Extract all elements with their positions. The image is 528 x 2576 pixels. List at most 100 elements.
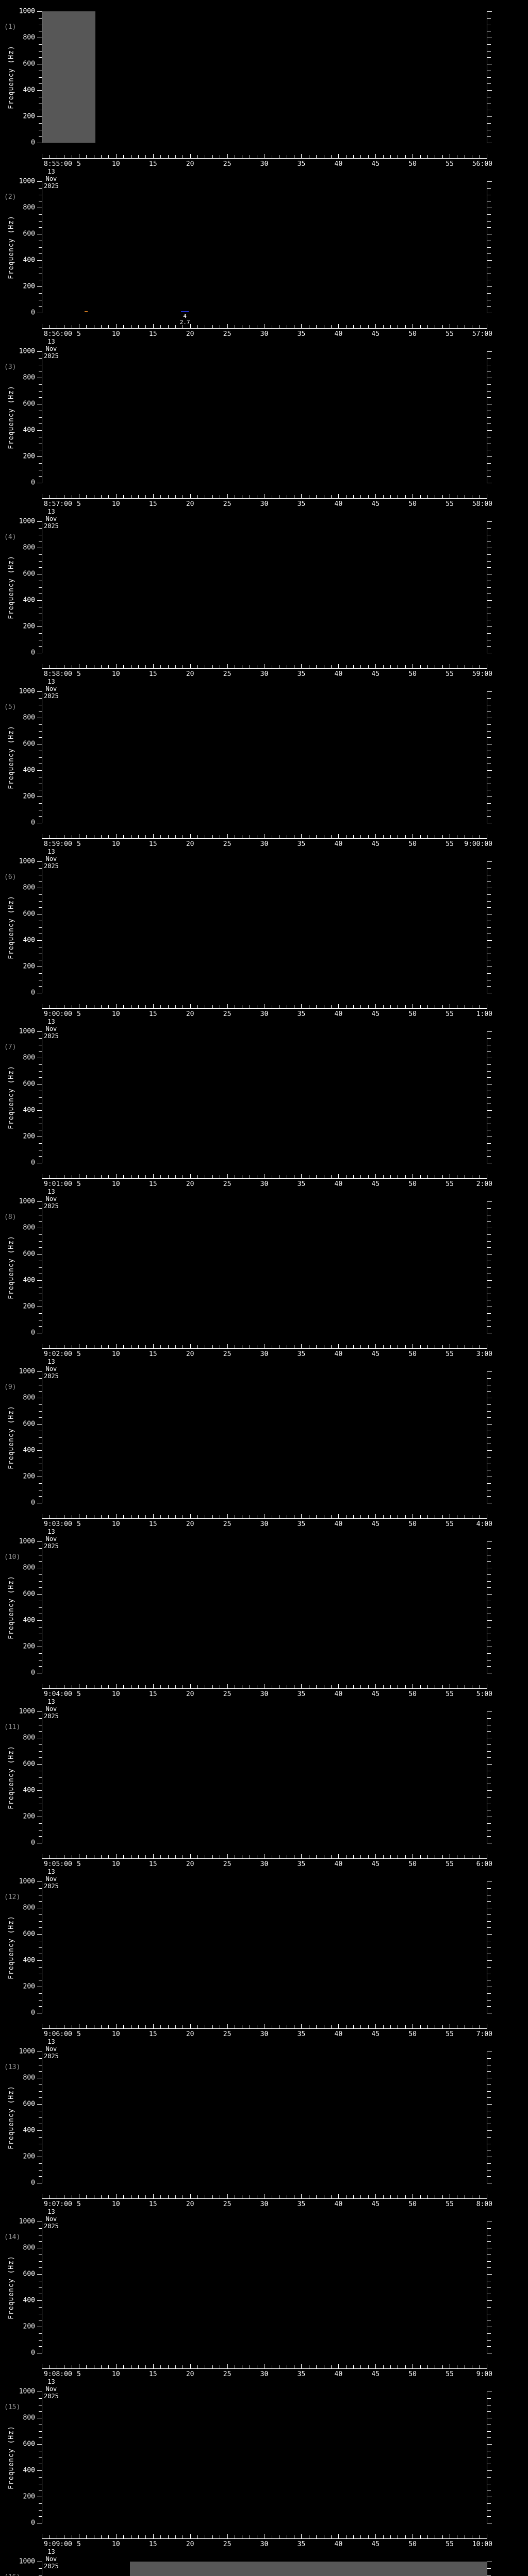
y-tick-major	[487, 430, 492, 431]
x-tick-label: 35	[297, 840, 306, 848]
date-line: Nov	[45, 1875, 57, 1883]
x-tick-minor	[331, 2025, 332, 2028]
x-tick-minor	[49, 2025, 50, 2028]
x-tick-minor	[316, 1515, 317, 1518]
x-tick-major	[153, 2194, 154, 2198]
y-tick-minor	[487, 476, 491, 477]
x-tick-label: 50	[408, 1180, 417, 1188]
x-tick-label: 20	[186, 330, 194, 338]
x-tick-minor	[331, 495, 332, 498]
x-tick-minor	[420, 1855, 421, 1858]
y-tick-minor	[39, 247, 42, 248]
x-tick-minor	[420, 665, 421, 668]
y-tick-label: 600	[23, 400, 35, 408]
y-tick-minor	[487, 1496, 491, 1497]
y-axis-title: Frequency (Hz)	[7, 1745, 15, 1809]
x-tick-label: 10	[112, 500, 120, 508]
x-tick-major	[116, 1344, 117, 1348]
y-tick-minor	[39, 2333, 42, 2334]
y-tick-minor	[39, 554, 42, 555]
x-tick-major	[227, 2534, 228, 2538]
y-tick-major	[487, 626, 492, 627]
x-tick-minor	[353, 2365, 354, 2368]
panel-8: 0 200 400 600 800 1000 Frequency (Hz) (8) 9:02:0…	[0, 1190, 528, 1380]
y-tick-major	[37, 1790, 42, 1791]
panel-number: (14)	[4, 2233, 21, 2241]
y-tick-minor	[487, 1751, 491, 1752]
x-tick-major	[338, 664, 339, 668]
x-tick-minor	[316, 1685, 317, 1688]
y-tick-minor	[39, 633, 42, 634]
x-tick-minor	[353, 325, 354, 328]
y-tick-minor	[487, 2477, 491, 2478]
x-tick-label: 20	[186, 2030, 194, 2038]
x-tick-minor	[383, 2365, 384, 2368]
y-tick-minor	[39, 1313, 42, 1314]
x-axis-end-label: 4:00	[476, 1520, 492, 1528]
date-line: Nov	[45, 855, 57, 862]
x-tick-major	[375, 2534, 376, 2538]
y-tick-label: 800	[23, 2074, 35, 2082]
x-tick-label: 20	[186, 500, 194, 508]
x-tick-minor	[145, 1005, 146, 1008]
y-tick-label: 200	[23, 962, 35, 971]
x-axis-line	[42, 1008, 487, 1009]
x-tick-minor	[368, 155, 369, 158]
x-tick-minor	[108, 835, 109, 838]
y-tick-minor	[487, 2241, 491, 2242]
x-tick-minor	[86, 325, 87, 328]
x-tick-minor	[368, 1345, 369, 1348]
date-line: 2025	[44, 692, 59, 700]
x-tick-minor	[138, 665, 139, 668]
y-tick-minor	[39, 2006, 42, 2007]
x-tick-minor	[331, 325, 332, 328]
y-tick-minor	[487, 1241, 491, 1242]
x-tick-label: 50	[408, 1690, 417, 1698]
y-tick-minor	[487, 2170, 491, 2171]
x-tick-minor	[108, 665, 109, 668]
x-tick-label: 15	[148, 1180, 157, 1188]
x-tick-major	[375, 324, 376, 328]
x-tick-minor	[427, 1175, 428, 1178]
y-tick-minor	[39, 1038, 42, 1039]
y-tick-major	[37, 626, 42, 627]
x-tick-minor	[168, 835, 169, 838]
x-tick-minor	[145, 325, 146, 328]
x-tick-minor	[442, 1005, 443, 1008]
x-axis-start-label: 9:00:00	[44, 1010, 72, 1018]
x-tick-minor	[212, 2365, 213, 2368]
y-tick-minor	[39, 731, 42, 732]
x-axis-date-stack: 13 Nov 2025	[44, 1698, 59, 1720]
date-line: 13	[47, 168, 55, 175]
x-axis-start-label: 9:04:00	[44, 1690, 72, 1698]
x-tick-minor	[368, 2365, 369, 2368]
x-tick-major	[412, 2364, 414, 2368]
x-tick-minor	[390, 2195, 391, 2198]
y-tick-label: 0	[31, 139, 35, 147]
x-tick-major	[116, 1174, 117, 1178]
y-tick-minor	[487, 587, 491, 588]
x-tick-major	[338, 2534, 339, 2538]
y-tick-label: 0	[31, 1159, 35, 1167]
y-tick-major	[37, 2104, 42, 2105]
y-tick-minor	[39, 2510, 42, 2511]
x-tick-label: 35	[297, 1180, 306, 1188]
x-axis-start-label: 8:59:00	[44, 840, 72, 848]
x-tick-minor	[405, 1005, 406, 1008]
x-tick-minor	[123, 2195, 124, 2198]
x-tick-label: 30	[260, 1180, 269, 1188]
x-tick-minor	[427, 2025, 428, 2028]
y-tick-major	[487, 116, 492, 117]
x-tick-label: 50	[408, 840, 417, 848]
x-tick-minor	[405, 835, 406, 838]
x-tick-minor	[331, 1175, 332, 1178]
y-tick-minor	[487, 2058, 491, 2059]
x-axis-line	[42, 1858, 487, 1859]
y-tick-minor	[39, 1666, 42, 1667]
date-line: Nov	[45, 685, 57, 692]
y-tick-label: 1000	[19, 857, 35, 866]
x-tick-minor	[145, 1685, 146, 1688]
y-tick-minor	[487, 397, 491, 398]
y-tick-minor	[39, 2241, 42, 2242]
x-tick-major	[301, 154, 302, 158]
